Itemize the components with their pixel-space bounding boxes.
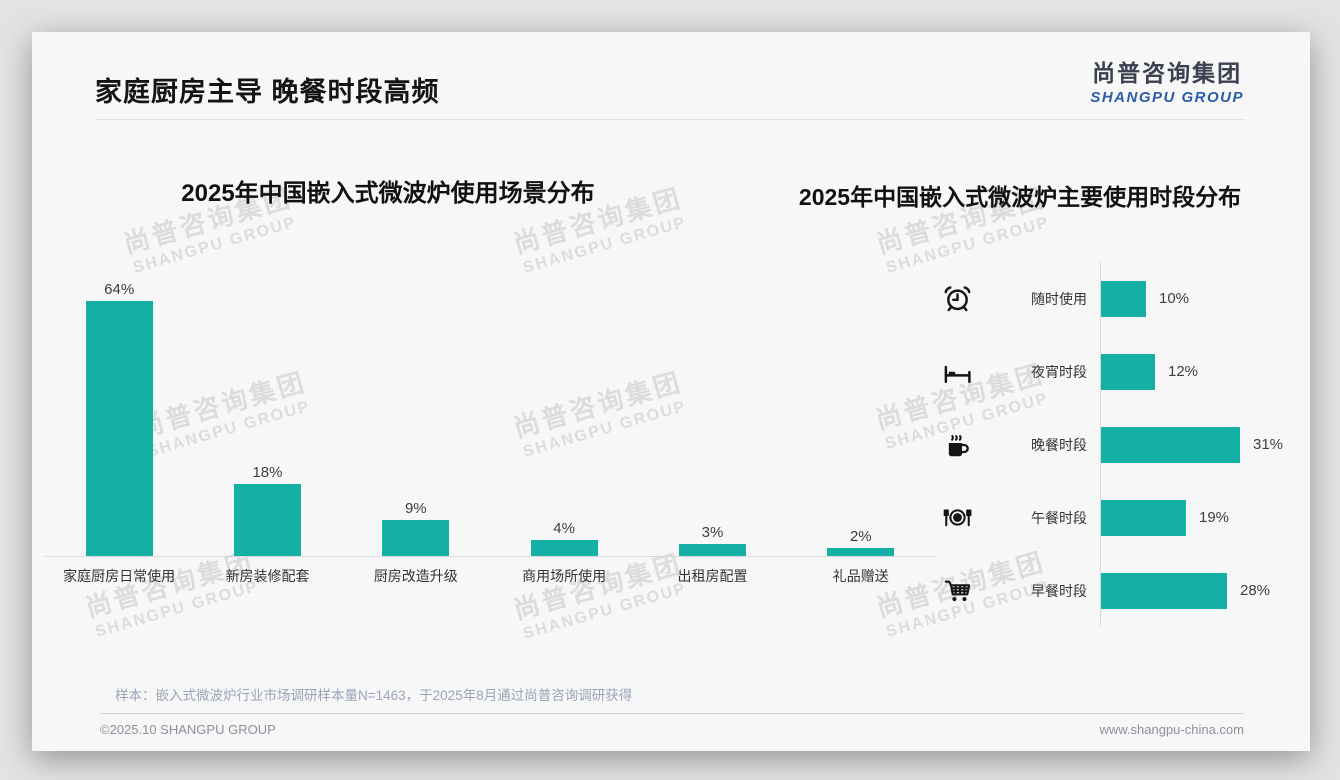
time-bar-area: 10% xyxy=(1100,262,1287,335)
time-bar xyxy=(1101,572,1227,609)
time-category-label: 午餐时段 xyxy=(1031,509,1087,526)
time-bar xyxy=(1101,353,1155,390)
shopping-cart-icon xyxy=(942,575,986,606)
scenario-bar xyxy=(678,544,746,556)
bed-icon xyxy=(942,356,986,387)
hot-drink-icon xyxy=(942,429,986,460)
time-category-label: 早餐时段 xyxy=(1031,582,1087,599)
bar-value-label: 2% xyxy=(849,528,872,545)
footer-divider xyxy=(100,713,1244,714)
scenario-bar-column: 3% xyxy=(638,524,786,556)
bar-value-label: 28% xyxy=(1240,582,1271,599)
slide-card: 家庭厨房主导 晚餐时段高频 尚普咨询集团 SHANGPU GROUP 2025年… xyxy=(32,32,1310,751)
time-bar xyxy=(1101,499,1186,536)
time-bar-row: 早餐时段 28% xyxy=(942,554,1287,627)
scenario-bar-column: 64% xyxy=(45,281,193,556)
plate-cutlery-icon xyxy=(942,502,986,533)
scenario-category-label: 出租房配置 xyxy=(677,568,748,584)
scenario-category-label: 厨房改造升级 xyxy=(373,568,458,584)
scenario-bar xyxy=(85,301,153,556)
watermark-en-text: SHANGPU GROUP xyxy=(521,213,689,277)
watermark-en-text: SHANGPU GROUP xyxy=(131,213,299,277)
usage-time-bar-chart: 随时使用 10% 夜宵时段 12% 晚餐时段 31% 午餐时段 19% 早餐时段 28% xyxy=(942,262,1287,627)
time-bar-area: 31% xyxy=(1100,408,1287,481)
bar-value-label: 10% xyxy=(1159,290,1190,307)
scenario-chart-title: 2025年中国嵌入式微波炉使用场景分布 xyxy=(181,180,595,207)
logo-en-text: SHANGPU GROUP xyxy=(1090,89,1244,106)
time-chart-title: 2025年中国嵌入式微波炉主要使用时段分布 xyxy=(798,184,1242,210)
time-bar-row: 午餐时段 19% xyxy=(942,481,1287,554)
time-bar-area: 19% xyxy=(1100,481,1287,554)
scenario-category-label: 商用场所使用 xyxy=(522,568,607,584)
scenario-bar xyxy=(530,540,598,556)
watermark-en-text: SHANGPU GROUP xyxy=(521,579,689,643)
copyright-text: ©2025.10 SHANGPU GROUP xyxy=(100,722,276,737)
logo-cn-text: 尚普咨询集团 xyxy=(1092,60,1243,86)
bar-value-label: 64% xyxy=(104,281,135,298)
scenario-bar-column: 18% xyxy=(193,464,341,556)
scenario-bar-column: 9% xyxy=(342,500,490,556)
scenario-bar-column: 4% xyxy=(490,520,638,556)
time-bar xyxy=(1101,280,1146,317)
bar-value-label: 19% xyxy=(1199,509,1230,526)
scenario-bar xyxy=(233,484,301,556)
scenario-bar-column: 2% xyxy=(787,528,935,556)
time-bar-row: 随时使用 10% xyxy=(942,262,1287,335)
bar-value-label: 12% xyxy=(1168,363,1199,380)
watermark-en-text: SHANGPU GROUP xyxy=(93,577,261,641)
bar-value-label: 9% xyxy=(404,500,427,517)
scenario-labels-row: 家庭厨房日常使用 新房装修配套 厨房改造升级 商用场所使用 出租房配置 礼品赠送 xyxy=(45,566,935,586)
time-bar-area: 12% xyxy=(1100,335,1287,408)
scenario-category-label: 家庭厨房日常使用 xyxy=(63,568,176,584)
usage-scenario-bar-chart: 64% 18% 9% 4% 3% 2% 家庭厨房日常使用 新房装修配套 厨房改造升级 商用场所使… xyxy=(45,272,935,586)
sample-note: 样本：嵌入式微波炉行业市场调研样本量N=1463，于2025年8月通过尚普咨询调… xyxy=(115,688,633,703)
scenario-category-label: 礼品赠送 xyxy=(832,568,889,584)
time-category-label: 晚餐时段 xyxy=(1031,436,1087,453)
time-bar-row: 夜宵时段 12% xyxy=(942,335,1287,408)
title-divider xyxy=(95,119,1245,120)
company-logo: 尚普咨询集团 SHANGPU GROUP xyxy=(1090,54,1244,106)
time-bar xyxy=(1101,426,1240,463)
bar-value-label: 18% xyxy=(252,464,283,481)
page-title: 家庭厨房主导 晚餐时段高频 xyxy=(95,77,440,107)
alarm-clock-icon xyxy=(942,283,986,314)
time-bar-area: 28% xyxy=(1100,554,1287,627)
scenario-bar xyxy=(382,520,450,556)
time-category-label: 夜宵时段 xyxy=(1031,363,1087,380)
bar-value-label: 31% xyxy=(1253,436,1284,453)
scenario-category-label: 新房装修配套 xyxy=(225,568,310,584)
time-category-label: 随时使用 xyxy=(1031,290,1087,307)
scenario-bar xyxy=(827,548,895,556)
time-bar-row: 晚餐时段 31% xyxy=(942,408,1287,481)
bar-value-label: 4% xyxy=(553,520,575,537)
bar-value-label: 3% xyxy=(701,524,724,541)
website-text: www.shangpu-china.com xyxy=(1099,722,1244,737)
scenario-bars-area: 64% 18% 9% 4% 3% 2% xyxy=(45,272,935,557)
